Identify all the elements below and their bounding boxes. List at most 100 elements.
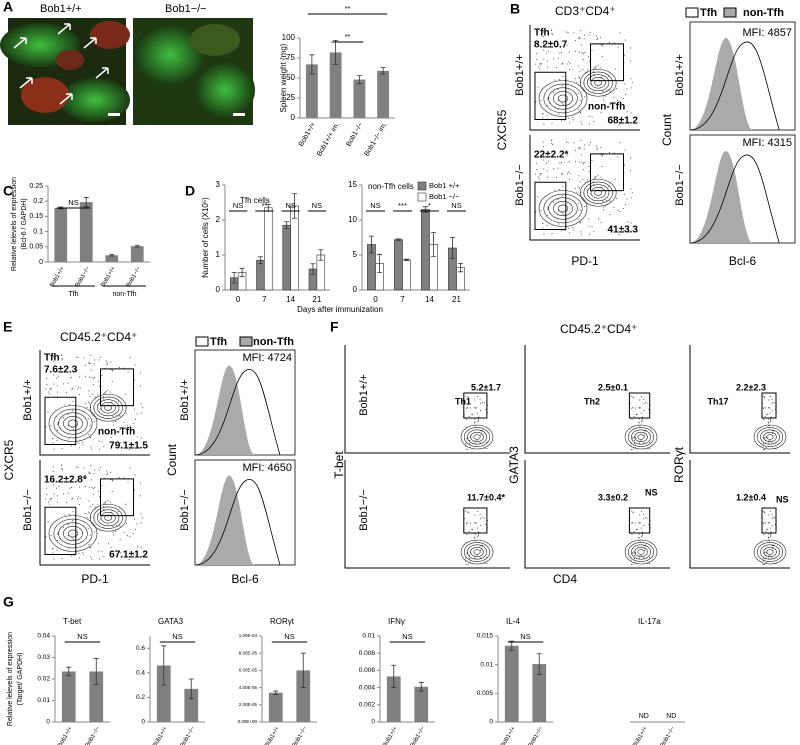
- decoration: [471, 529, 473, 531]
- decoration: [107, 499, 109, 501]
- decoration: [466, 533, 468, 535]
- decoration: [79, 376, 81, 378]
- decoration: [591, 226, 593, 228]
- decoration: [98, 550, 100, 552]
- y-tick-label: 0.03: [37, 654, 50, 661]
- decoration: [601, 44, 603, 46]
- decoration: [763, 533, 765, 535]
- decoration: [52, 438, 54, 440]
- decoration: [141, 407, 143, 409]
- x-tick-label: Bob1−/−: [126, 265, 143, 288]
- decoration: [763, 521, 765, 523]
- decoration: [474, 407, 476, 409]
- decoration: [87, 418, 89, 420]
- decoration: [110, 471, 112, 473]
- decoration: [112, 415, 114, 417]
- decoration: [485, 409, 487, 411]
- decoration: [557, 199, 559, 201]
- decoration: [538, 190, 588, 227]
- decoration: [620, 231, 622, 233]
- gate-label: Th2: [584, 396, 600, 406]
- y-tick-label: 0.005: [477, 690, 494, 697]
- x-tick-label: Bob1−/−: [345, 121, 364, 147]
- bar: [268, 692, 283, 722]
- decoration: [465, 442, 467, 444]
- decoration: [574, 50, 576, 52]
- decoration: [640, 412, 642, 414]
- decoration: [112, 480, 114, 482]
- decoration: [84, 485, 86, 487]
- error-bar: [377, 253, 383, 273]
- error-bar: [333, 40, 339, 65]
- decoration: [640, 395, 642, 397]
- decoration: [627, 221, 629, 223]
- decoration: [602, 200, 604, 202]
- decoration: [770, 416, 772, 418]
- decoration: [573, 142, 575, 144]
- gate-label: Th1: [455, 396, 471, 406]
- decoration: [49, 389, 51, 391]
- decoration: [764, 448, 766, 450]
- decoration: [127, 481, 129, 483]
- x-tick-label: 0: [236, 295, 241, 304]
- decoration: [605, 95, 607, 97]
- decoration: [98, 433, 100, 435]
- decoration: [76, 388, 78, 390]
- gate-value: 67.1±1.2: [109, 550, 148, 561]
- decoration: [135, 528, 137, 530]
- decoration: [137, 546, 139, 548]
- decoration: [64, 514, 66, 516]
- y-tick-label: 0.1: [33, 228, 43, 235]
- decoration: [594, 189, 603, 196]
- decoration: [572, 227, 574, 229]
- decoration: [77, 386, 79, 388]
- decoration: [534, 71, 567, 120]
- decoration: [479, 442, 481, 444]
- decoration: [117, 401, 119, 403]
- decoration: [119, 428, 121, 430]
- decoration: [599, 66, 601, 68]
- decoration: [600, 146, 602, 148]
- panel-letter: A: [3, 0, 13, 15]
- gate-value: 8.2±0.7: [534, 40, 568, 51]
- error-bar: [161, 645, 167, 686]
- decoration: [630, 112, 632, 114]
- decoration: [140, 412, 142, 414]
- decoration: [477, 420, 479, 422]
- decoration: [762, 510, 764, 512]
- y-tick-label: 0.00E+00: [238, 719, 258, 724]
- panel-title: CD45.2⁺CD4⁺: [60, 330, 137, 344]
- y-tick-label: 0: [141, 719, 145, 726]
- decoration: [524, 460, 670, 569]
- decoration: [638, 533, 640, 535]
- decoration: [470, 431, 484, 443]
- decoration: [772, 547, 774, 549]
- decoration: [551, 33, 553, 35]
- decoration: [86, 516, 88, 518]
- significance: NS: [172, 632, 182, 641]
- decoration: [634, 522, 636, 524]
- decoration: [100, 402, 116, 414]
- decoration: [536, 58, 538, 60]
- decoration: [578, 186, 580, 188]
- y-tick-label: 100: [282, 33, 296, 42]
- decoration: [62, 526, 64, 528]
- decoration: [466, 418, 468, 420]
- decoration: [78, 394, 80, 396]
- decoration: [764, 511, 766, 513]
- axis-label: RORγt: [672, 446, 686, 483]
- decoration: [132, 533, 134, 535]
- decoration: [88, 402, 90, 404]
- decoration: [104, 392, 106, 394]
- decoration: [101, 441, 103, 443]
- decoration: [578, 109, 580, 111]
- decoration: [566, 154, 568, 156]
- decoration: [91, 558, 93, 560]
- decoration: [560, 161, 562, 163]
- value-label: ND: [639, 713, 649, 720]
- decoration: [140, 482, 142, 484]
- decoration: [632, 563, 634, 565]
- axis-label: Count: [660, 113, 674, 146]
- decoration: [480, 550, 482, 552]
- decoration: [596, 148, 598, 150]
